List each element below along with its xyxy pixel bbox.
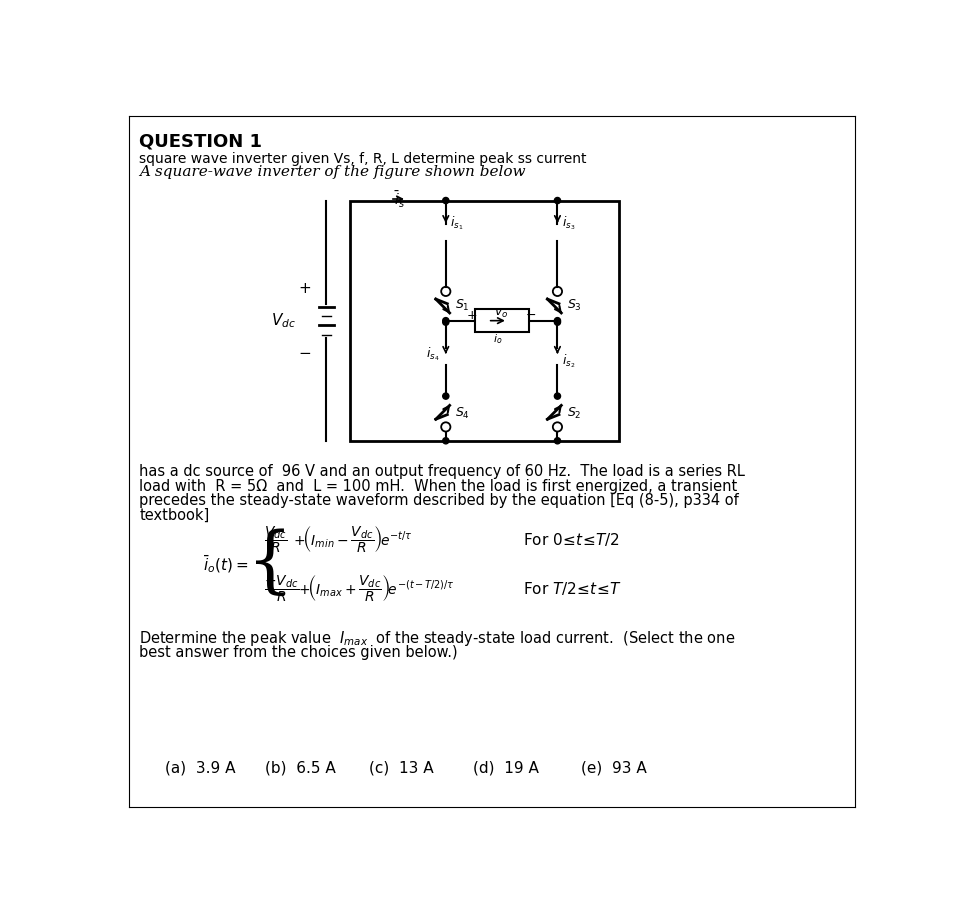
Circle shape: [554, 317, 561, 324]
Text: load with  R = 5Ω  and  L = 100 mH.  When the load is first energized, a transie: load with R = 5Ω and L = 100 mH. When th…: [139, 479, 737, 494]
Text: For $0\!\leq\! t\!\leq\! T/2$: For $0\!\leq\! t\!\leq\! T/2$: [523, 531, 619, 547]
Text: precedes the steady-state waveform described by the equation [Eq (8-5), p334 of: precedes the steady-state waveform descr…: [139, 494, 739, 508]
Text: QUESTION 1: QUESTION 1: [139, 133, 262, 151]
Circle shape: [443, 438, 449, 444]
Text: {: {: [247, 528, 293, 600]
Text: $S_2$: $S_2$: [566, 406, 581, 420]
Circle shape: [443, 319, 449, 325]
Text: $v_o$: $v_o$: [494, 307, 509, 320]
Text: $i_{s_4}$: $i_{s_4}$: [426, 345, 440, 363]
Text: $i_o$: $i_o$: [493, 332, 502, 346]
Circle shape: [554, 438, 561, 444]
Bar: [349, 200, 619, 441]
Text: $i_{s_1}$: $i_{s_1}$: [450, 215, 464, 232]
Text: $\bar{i}_s$: $\bar{i}_s$: [394, 190, 405, 210]
Text: Determine the peak value  $I_{max}$  of the steady-state load current.  (Select : Determine the peak value $I_{max}$ of th…: [139, 630, 735, 648]
Circle shape: [443, 393, 449, 399]
Text: $+\!\left(I_{max}+\dfrac{V_{dc}}{R}\right)\!e^{-(t-T/2)/\tau}$: $+\!\left(I_{max}+\dfrac{V_{dc}}{R}\righ…: [298, 573, 455, 604]
Text: textbook]: textbook]: [139, 508, 209, 523]
Text: $i_{s_2}$: $i_{s_2}$: [562, 353, 575, 370]
Text: +: +: [468, 309, 478, 322]
Text: $S_3$: $S_3$: [566, 298, 582, 313]
Text: (a)  3.9 A: (a) 3.9 A: [165, 760, 235, 775]
Text: $S_4$: $S_4$: [455, 406, 470, 420]
Text: $\dfrac{V_{dc}}{R}$: $\dfrac{V_{dc}}{R}$: [264, 524, 287, 555]
Circle shape: [554, 197, 561, 204]
Text: $S_1$: $S_1$: [455, 298, 469, 313]
Text: (b)  6.5 A: (b) 6.5 A: [265, 760, 336, 775]
Text: $+\!\left(I_{min}-\dfrac{V_{dc}}{R}\right)\!e^{-t/\tau}$: $+\!\left(I_{min}-\dfrac{V_{dc}}{R}\righ…: [294, 524, 413, 555]
Text: square wave inverter given Vs, f, R, L determine peak ss current: square wave inverter given Vs, f, R, L d…: [139, 152, 587, 166]
Text: For $T/2\!\leq\! t\!\leq\! T$: For $T/2\!\leq\! t\!\leq\! T$: [523, 580, 621, 597]
Text: (e)  93 A: (e) 93 A: [581, 760, 646, 775]
Text: $V_{dc}$: $V_{dc}$: [271, 312, 296, 330]
Text: −: −: [299, 345, 311, 360]
Text: $\bar{i}_o(t)=$: $\bar{i}_o(t)=$: [204, 553, 249, 575]
Circle shape: [443, 197, 449, 204]
Circle shape: [554, 319, 561, 325]
Text: (c)  13 A: (c) 13 A: [369, 760, 433, 775]
Text: (d)  19 A: (d) 19 A: [472, 760, 539, 775]
Bar: [474, 309, 529, 332]
Text: best answer from the choices given below.): best answer from the choices given below…: [139, 645, 458, 660]
Text: has a dc source of  96 V and an output frequency of 60 Hz.  The load is a series: has a dc source of 96 V and an output fr…: [139, 464, 745, 479]
Text: +: +: [299, 281, 311, 296]
Text: $i_{s_3}$: $i_{s_3}$: [562, 215, 575, 232]
Circle shape: [443, 317, 449, 324]
Text: $\dfrac{-V_{dc}}{R}$: $\dfrac{-V_{dc}}{R}$: [264, 573, 300, 604]
Circle shape: [554, 393, 561, 399]
Text: −: −: [526, 309, 536, 322]
Text: A square-wave inverter of the figure shown below: A square-wave inverter of the figure sho…: [139, 165, 526, 179]
